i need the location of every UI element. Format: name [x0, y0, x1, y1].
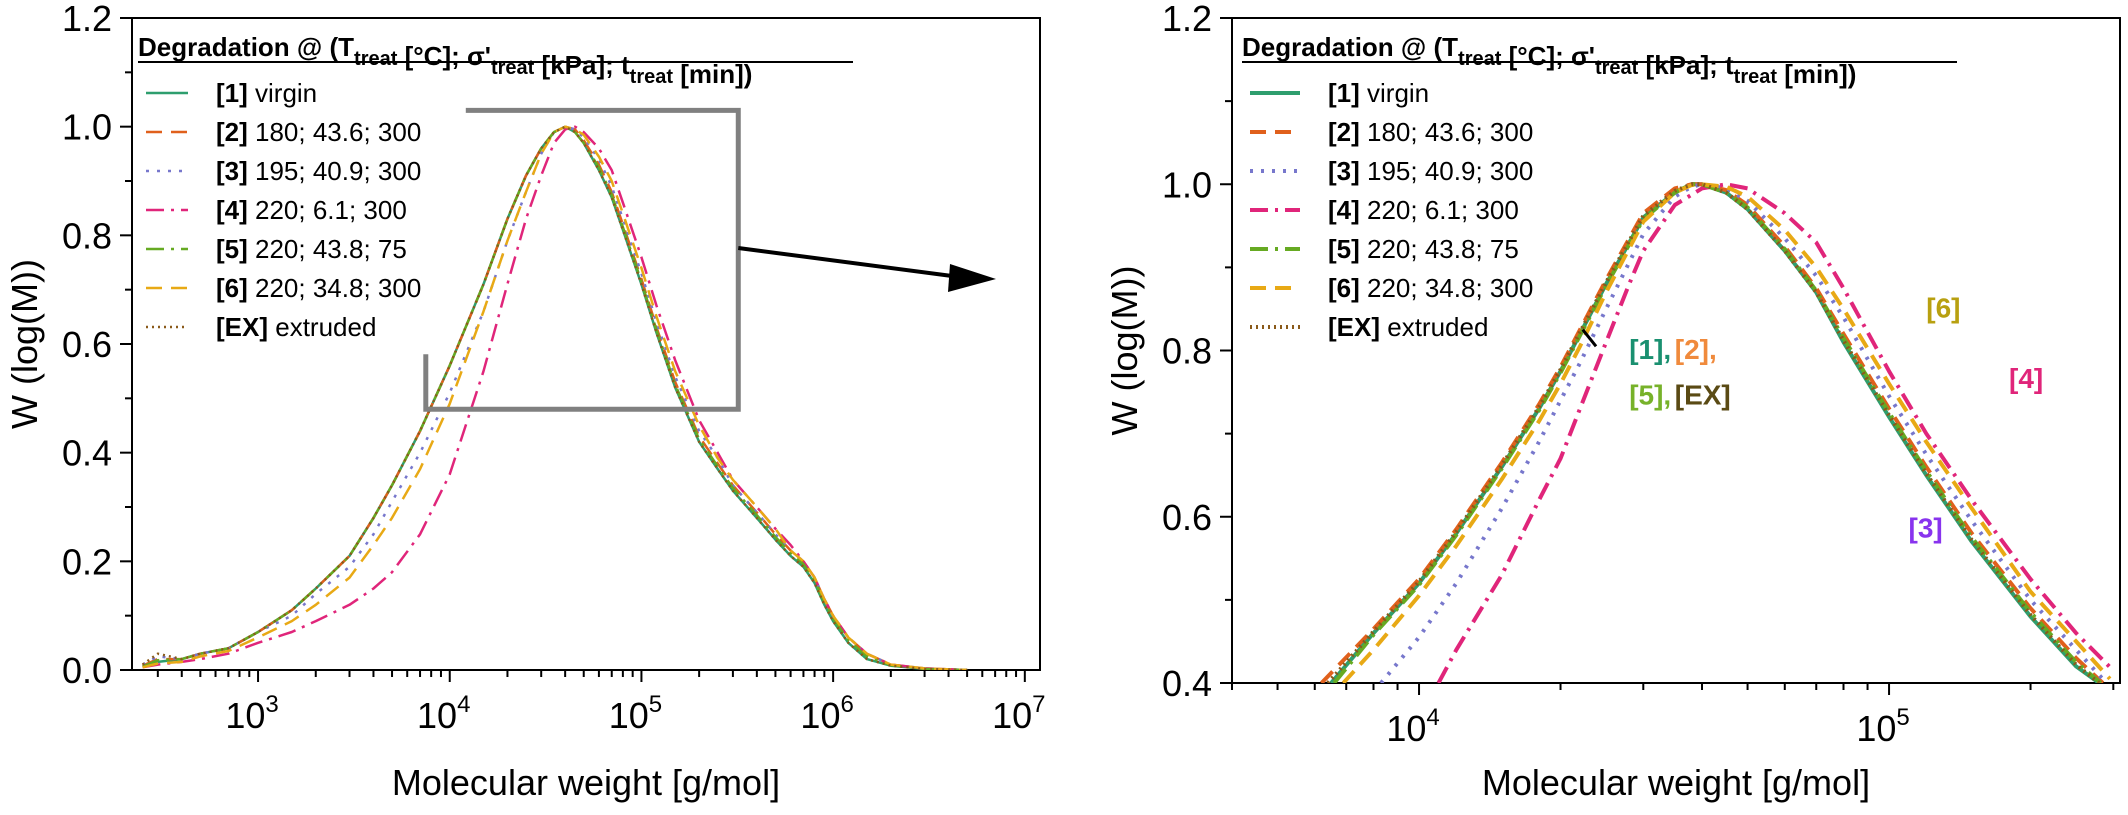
series-line-6	[142, 125, 968, 670]
x-axis-title: Molecular weight [g/mol]	[1482, 762, 1870, 803]
legend-label: [5] 220; 43.8; 75	[1328, 234, 1519, 264]
series-line-4	[1436, 182, 2115, 683]
legend-label: [4] 220; 6.1; 300	[216, 195, 407, 225]
legend-label: [3] 195; 40.9; 300	[1328, 156, 1533, 186]
annotations: [1], [2],[5], [EX] [6] [4] [3]	[1581, 292, 2043, 544]
legend-label: [2] 180; 43.6; 300	[1328, 117, 1533, 147]
legend-label: [EX] extruded	[1328, 312, 1488, 342]
y-tick-label: 0.8	[62, 215, 112, 256]
x-tick-label: 105	[1856, 704, 1909, 749]
series-line-4	[142, 125, 968, 670]
y-axis-title: W (log(M))	[4, 259, 45, 429]
y-tick-label: 1.0	[62, 107, 112, 148]
series-line-6	[1341, 182, 2112, 683]
y-tick-label: 1.2	[1162, 0, 1212, 39]
series-annotation: [5],	[1629, 380, 1671, 411]
series-annotation: [EX]	[1675, 380, 1731, 411]
x-tick-label: 103	[225, 691, 278, 736]
series-annotation: [6]	[1926, 292, 1960, 323]
zoom-box	[423, 107, 741, 412]
chart-panel-overview: 103 104 105 106 107 0.0 0.2 0.4 0.6 0.8 1.0 1.2 Mole…	[4, 0, 1046, 803]
chart-panel-zoom: 104 105 0.4 0.6 0.8 1.0 1.2 Molecular weight [g…	[1104, 0, 2121, 803]
y-axis-title: W (log(M))	[1104, 266, 1145, 436]
x-tick-label: 106	[800, 691, 853, 736]
legend-label: [EX] extruded	[216, 312, 376, 342]
series-group	[1320, 182, 2115, 683]
legend-label: [1] virgin	[216, 78, 317, 108]
x-tick-label: 107	[992, 691, 1045, 736]
series-annotation: [2],	[1675, 334, 1717, 365]
series-annotation: [1],	[1629, 334, 1671, 365]
series-line-7	[1326, 182, 2101, 683]
legend: Degradation @ (Ttreat [°C]; σ'treat [kPa…	[138, 32, 853, 342]
zoom-arrow-line	[738, 246, 953, 278]
y-tick-label: 0.8	[1162, 331, 1212, 372]
y-tick-label: 0.2	[62, 541, 112, 582]
annotation-leader-line	[1581, 328, 1598, 348]
series-annotation: [4]	[2009, 363, 2043, 394]
x-axis-title: Molecular weight [g/mol]	[392, 762, 780, 803]
y-tick-label: 0.6	[1162, 497, 1212, 538]
legend-label: [6] 220; 34.8; 300	[216, 273, 421, 303]
y-tick-label: 0.0	[62, 650, 112, 691]
y-tick-label: 1.0	[1162, 164, 1212, 205]
legend-label: [1] virgin	[1328, 78, 1429, 108]
legend-label: [2] 180; 43.6; 300	[216, 117, 421, 147]
legend-label: [3] 195; 40.9; 300	[216, 156, 421, 186]
x-tick-label: 105	[609, 691, 662, 736]
series-annotation: [3]	[1909, 513, 1943, 544]
plot-frame	[131, 17, 1041, 671]
y-tick-label: 0.6	[62, 324, 112, 365]
series-line-5	[1332, 182, 2102, 683]
legend: Degradation @ (Ttreat [°C]; σ'treat [kPa…	[1242, 32, 1957, 342]
legend-label: [6] 220; 34.8; 300	[1328, 273, 1533, 303]
legend-label: [5] 220; 43.8; 75	[216, 234, 407, 264]
series-line-7	[141, 125, 968, 670]
y-tick-label: 0.4	[1162, 663, 1212, 704]
x-tick-label: 104	[417, 691, 470, 736]
legend-label: [4] 220; 6.1; 300	[1328, 195, 1519, 225]
series-group	[141, 125, 968, 670]
y-tick-label: 1.2	[62, 0, 112, 39]
x-tick-label: 104	[1386, 704, 1439, 749]
series-line-3	[142, 125, 968, 670]
y-tick-label: 0.4	[62, 433, 112, 474]
zoom-arrow-head	[948, 264, 996, 292]
